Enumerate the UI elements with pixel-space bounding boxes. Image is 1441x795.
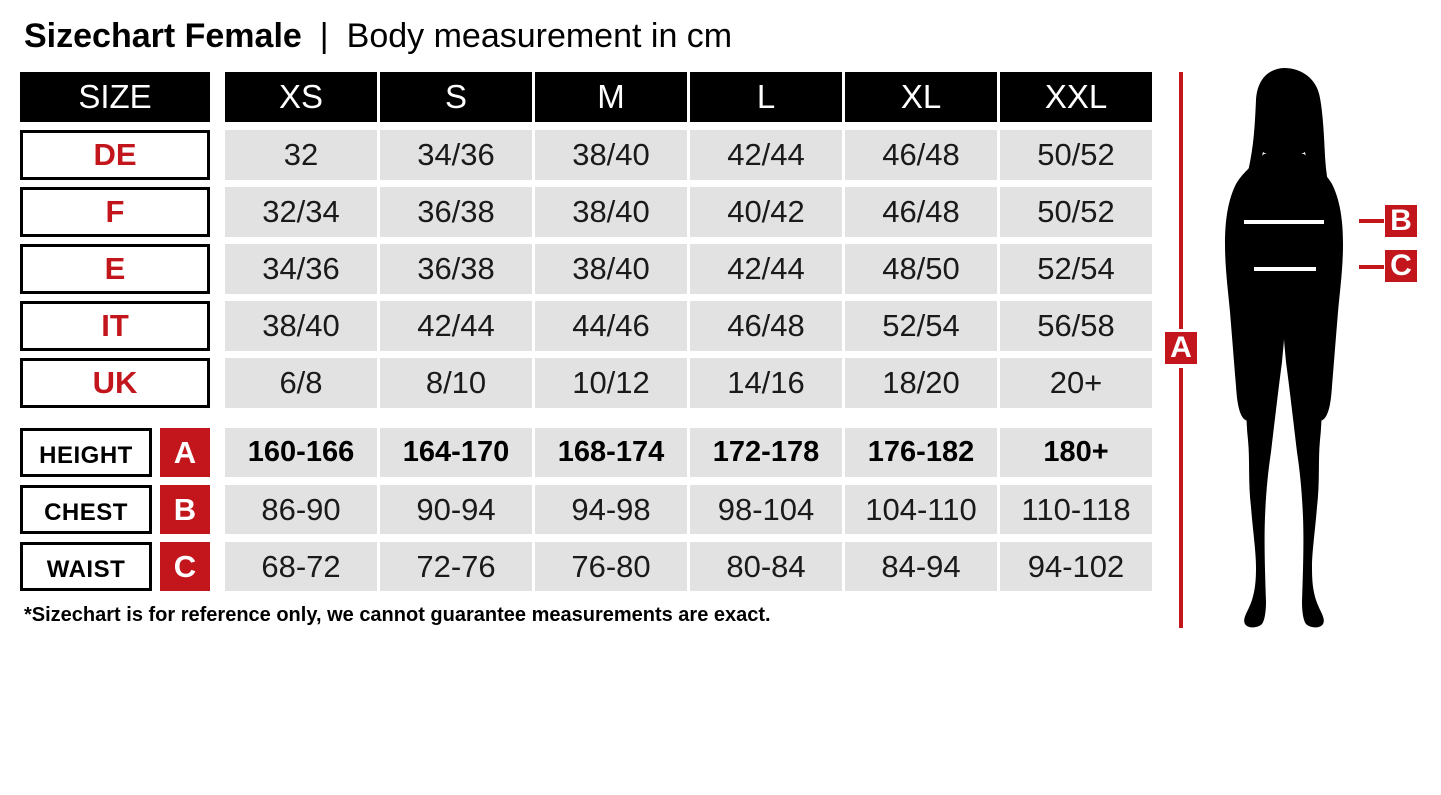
height-line-a-lower xyxy=(1179,368,1183,628)
measurement-label-waist: WAIST xyxy=(20,542,152,591)
size-cell: 40/42 xyxy=(690,187,842,237)
measurement-cell: 90-94 xyxy=(380,485,532,534)
silhouette-hair xyxy=(1235,68,1336,214)
measurement-cell: 176-182 xyxy=(845,428,997,477)
marker-b-tick xyxy=(1359,219,1384,223)
measurement-cell: 94-98 xyxy=(535,485,687,534)
measurement-label-height: HEIGHT xyxy=(20,428,152,477)
size-cell: 38/40 xyxy=(535,130,687,180)
footnote: *Sizechart is for reference only, we can… xyxy=(24,604,771,626)
measurement-cell: 160-166 xyxy=(225,428,377,477)
size-cell: 18/20 xyxy=(845,358,997,408)
region-label-uk: UK xyxy=(20,358,210,408)
size-header-cell: XXL xyxy=(1000,72,1152,122)
size-cell: 36/38 xyxy=(380,187,532,237)
measurement-row-waist: WAIST C 68-72 72-76 76-80 80-84 84-94 94… xyxy=(20,542,1185,591)
title-subtitle: Body measurement in cm xyxy=(346,17,733,55)
measurement-cell: 164-170 xyxy=(380,428,532,477)
table-row: IT 38/40 42/44 44/46 46/48 52/54 56/58 xyxy=(20,301,1185,351)
size-header-cell: S xyxy=(380,72,532,122)
size-cell: 34/36 xyxy=(380,130,532,180)
size-cell: 52/54 xyxy=(845,301,997,351)
table-row: F 32/34 36/38 38/40 40/42 46/48 50/52 xyxy=(20,187,1185,237)
female-silhouette xyxy=(1225,68,1343,628)
measurement-cell: 84-94 xyxy=(845,542,997,591)
size-column-header: SIZE xyxy=(20,72,210,122)
silhouette-body xyxy=(1225,154,1343,628)
size-cell: 38/40 xyxy=(225,301,377,351)
size-cell: 34/36 xyxy=(225,244,377,294)
measurement-cell: 94-102 xyxy=(1000,542,1152,591)
size-cell: 50/52 xyxy=(1000,187,1152,237)
measurement-cell: 168-174 xyxy=(535,428,687,477)
region-label-e: E xyxy=(20,244,210,294)
measurement-cell: 110-118 xyxy=(1000,485,1152,534)
measurement-cell: 180+ xyxy=(1000,428,1152,477)
size-cell: 6/8 xyxy=(225,358,377,408)
size-cell: 38/40 xyxy=(535,187,687,237)
page-title: Sizechart Female | Body measurement in cm xyxy=(24,16,732,56)
measurement-label-chest: CHEST xyxy=(20,485,152,534)
size-cell: 20+ xyxy=(1000,358,1152,408)
size-cell: 42/44 xyxy=(690,130,842,180)
marker-a-badge: A xyxy=(160,428,210,477)
size-cell: 42/44 xyxy=(690,244,842,294)
size-header-cell: XL xyxy=(845,72,997,122)
table-row: E 34/36 36/38 38/40 42/44 48/50 52/54 xyxy=(20,244,1185,294)
chest-line xyxy=(1244,220,1324,224)
size-header-cell: M xyxy=(535,72,687,122)
size-cell: 38/40 xyxy=(535,244,687,294)
size-cell: 46/48 xyxy=(845,130,997,180)
measurement-cell: 104-110 xyxy=(845,485,997,534)
marker-b-badge: B xyxy=(160,485,210,534)
table-row: DE 32 34/36 38/40 42/44 46/48 50/52 xyxy=(20,130,1185,180)
measurement-cell: 86-90 xyxy=(225,485,377,534)
measurement-cell: 76-80 xyxy=(535,542,687,591)
size-cell: 46/48 xyxy=(845,187,997,237)
size-cell: 36/38 xyxy=(380,244,532,294)
size-header-cell: XS xyxy=(225,72,377,122)
size-header-cell: L xyxy=(690,72,842,122)
region-label-f: F xyxy=(20,187,210,237)
figure-marker-c: C xyxy=(1385,250,1417,282)
measurement-cell: 98-104 xyxy=(690,485,842,534)
figure-marker-b: B xyxy=(1385,205,1417,237)
title-main: Sizechart Female xyxy=(24,17,302,55)
size-cell: 44/46 xyxy=(535,301,687,351)
marker-c-badge: C xyxy=(160,542,210,591)
height-line-a-upper xyxy=(1179,72,1183,329)
table-row: UK 6/8 8/10 10/12 14/16 18/20 20+ xyxy=(20,358,1185,408)
size-cell: 48/50 xyxy=(845,244,997,294)
measurement-row-height: HEIGHT A 160-166 164-170 168-174 172-178… xyxy=(20,428,1185,477)
size-cell: 56/58 xyxy=(1000,301,1152,351)
size-cell: 46/48 xyxy=(690,301,842,351)
measurement-row-chest: CHEST B 86-90 90-94 94-98 98-104 104-110… xyxy=(20,485,1185,534)
size-cell: 50/52 xyxy=(1000,130,1152,180)
measurement-cell: 80-84 xyxy=(690,542,842,591)
figure-marker-a: A xyxy=(1165,332,1197,364)
size-cell: 52/54 xyxy=(1000,244,1152,294)
size-cell: 32/34 xyxy=(225,187,377,237)
size-cell: 32 xyxy=(225,130,377,180)
size-cell: 8/10 xyxy=(380,358,532,408)
title-separator: | xyxy=(319,17,329,55)
measurement-cell: 72-76 xyxy=(380,542,532,591)
waist-line xyxy=(1254,267,1316,271)
measurement-cell: 68-72 xyxy=(225,542,377,591)
size-cell: 10/12 xyxy=(535,358,687,408)
measurement-cell: 172-178 xyxy=(690,428,842,477)
region-label-it: IT xyxy=(20,301,210,351)
region-label-de: DE xyxy=(20,130,210,180)
table-header-row: SIZE XS S M L XL XXL xyxy=(20,72,1185,122)
marker-c-tick xyxy=(1359,265,1384,269)
size-cell: 14/16 xyxy=(690,358,842,408)
size-cell: 42/44 xyxy=(380,301,532,351)
